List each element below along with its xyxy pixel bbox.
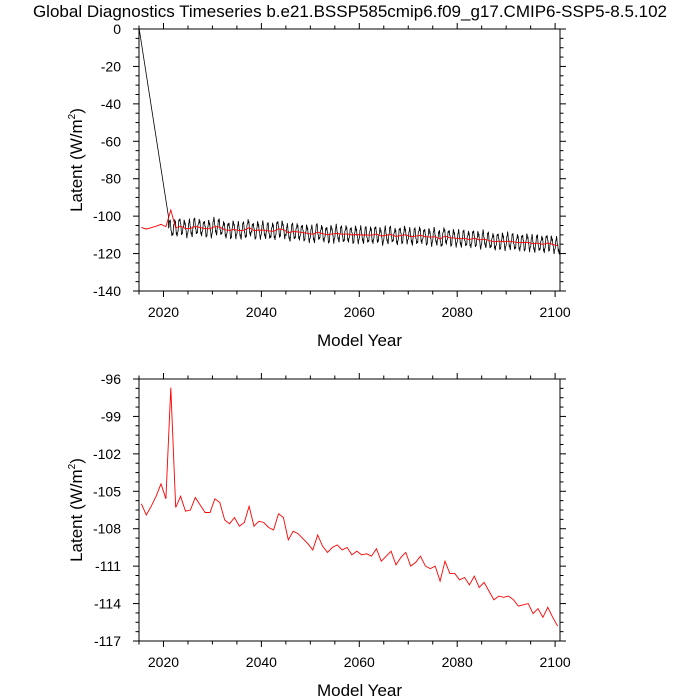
plot2-series-annual-mean — [140, 387, 558, 627]
plot1-ytick-label: -20 — [101, 58, 121, 74]
plot1-ylabel: Latent (W/m2) — [67, 108, 86, 212]
chart-title: Global Diagnostics Timeseries b.e21.BSSP… — [32, 2, 668, 21]
plot1-ytick-label: -120 — [93, 246, 121, 262]
plot1-xtick-label: 2040 — [246, 304, 277, 320]
plot2-xtick-label: 2020 — [148, 654, 179, 670]
plot2-xtick-label: 2040 — [246, 654, 277, 670]
plot2-ytick-label: -117 — [94, 633, 121, 649]
plot1-ytick-label: -60 — [101, 133, 121, 149]
plot2-ytick-label: -105 — [93, 483, 121, 499]
plot1-ytick-label: -80 — [101, 171, 121, 187]
plot1-ytick-label: -100 — [93, 208, 121, 224]
plot2-frame — [138, 378, 561, 642]
plot2-xtick-label: 2080 — [442, 654, 473, 670]
plot1-xlabel: Model Year — [317, 331, 402, 350]
plot1-series-monthly — [138, 28, 561, 255]
plot1-xtick-label: 2100 — [540, 304, 571, 320]
plot1-ytick-label: -40 — [101, 96, 121, 112]
plot2-xtick-label: 2100 — [540, 654, 571, 670]
plot2-ytick-label: -96 — [101, 371, 121, 387]
plot2-ylabel: Latent (W/m2) — [67, 458, 86, 562]
plot2-ytick-label: -99 — [101, 408, 121, 424]
plot2-ytick-label: -111 — [95, 558, 121, 574]
plot1-frame — [138, 28, 561, 292]
plot2-xlabel: Model Year — [317, 681, 402, 700]
plot1-series-annual-mean — [141, 208, 558, 247]
plot1-xtick-label: 2060 — [344, 304, 375, 320]
plot2-xtick-label: 2060 — [344, 654, 375, 670]
plot1-xtick-label: 2080 — [442, 304, 473, 320]
plot1-xtick-label: 2020 — [148, 304, 179, 320]
plot2-ytick-label: -108 — [93, 521, 121, 537]
plot2-ytick-label: -102 — [93, 446, 121, 462]
plot1-ytick-label: 0 — [113, 21, 121, 37]
plot2-ytick-label: -114 — [94, 596, 121, 612]
plot1-ytick-label: -140 — [93, 283, 121, 299]
